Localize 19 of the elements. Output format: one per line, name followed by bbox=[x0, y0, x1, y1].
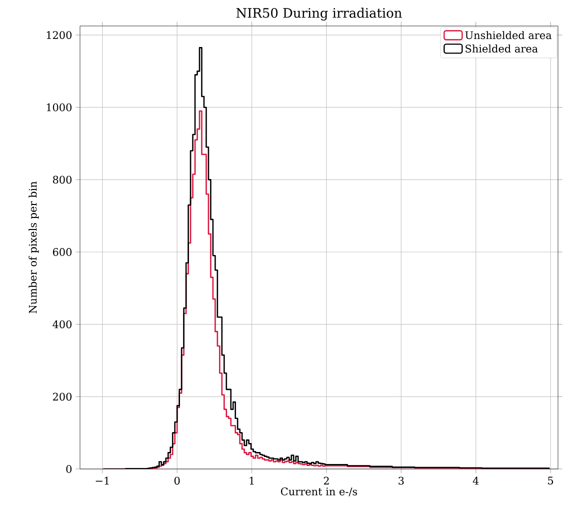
y-tick-label: 400 bbox=[52, 320, 72, 328]
y-tick-label: 0 bbox=[66, 465, 72, 473]
y-tick-label: 200 bbox=[52, 392, 72, 401]
y-tick-label: 800 bbox=[52, 176, 72, 184]
legend-label: Shielded area bbox=[466, 44, 538, 53]
y-tick-label: 1000 bbox=[46, 103, 72, 112]
chart-title: NIR50 During irradiation bbox=[236, 8, 402, 20]
x-tick-label: −1 bbox=[96, 476, 109, 485]
x-tick-label: 5 bbox=[548, 476, 554, 485]
x-axis-title: Current in e-/s bbox=[280, 488, 358, 496]
legend-label: Unshielded area bbox=[465, 31, 552, 40]
y-axis-title: Number of pixels per bin bbox=[28, 181, 39, 314]
x-tick-label: 1 bbox=[250, 476, 254, 485]
x-tick-label: 0 bbox=[174, 476, 180, 485]
x-tick-label: 4 bbox=[472, 476, 479, 485]
x-tick-label: 3 bbox=[398, 476, 404, 485]
y-tick-label: 1200 bbox=[46, 31, 72, 39]
x-tick-label: 2 bbox=[324, 476, 329, 485]
y-tick-label: 600 bbox=[52, 248, 72, 256]
